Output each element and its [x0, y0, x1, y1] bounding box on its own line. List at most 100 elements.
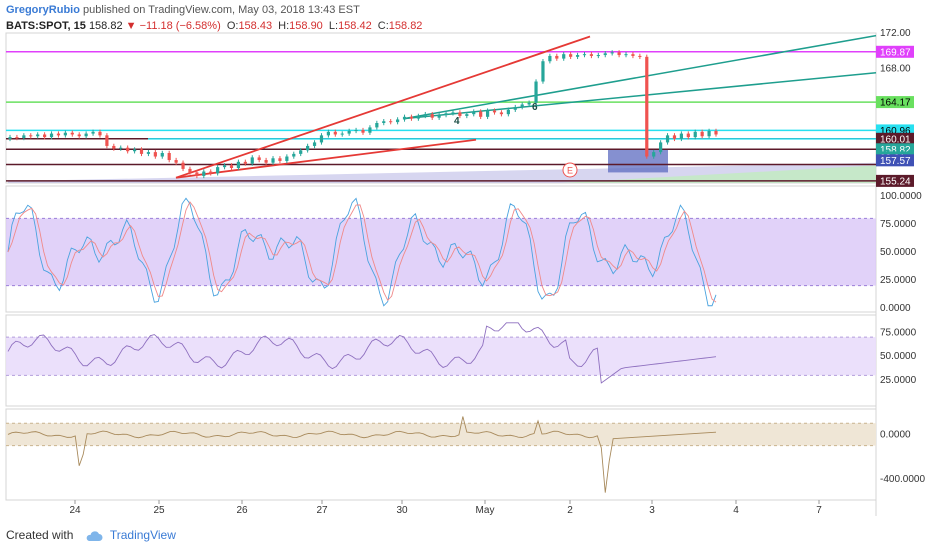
candle-body: [319, 135, 324, 143]
candle-body: [652, 152, 656, 157]
candle-body: [299, 150, 303, 154]
candle-body: [22, 135, 26, 138]
candle-body: [679, 133, 683, 139]
candle-body: [195, 172, 199, 176]
x-tick-label: 24: [69, 505, 81, 516]
x-tick-label: 3: [649, 505, 655, 516]
candle-body: [396, 119, 400, 123]
candle-body: [409, 116, 414, 119]
cci-tick-label: -400.0000: [880, 474, 925, 485]
down-arrow-icon: ▼: [125, 20, 137, 32]
publish-info: GregoryRubio published on TradingView.co…: [6, 4, 360, 16]
x-tick-label: 26: [236, 505, 248, 516]
candle-body: [499, 112, 504, 115]
candle-body: [340, 133, 344, 135]
candle-body: [645, 56, 649, 157]
candle-body: [672, 135, 677, 139]
stoch-tick-label: 100.0000: [880, 191, 922, 202]
x-tick-label: 27: [316, 505, 328, 516]
price-tag-label: 157.57: [880, 156, 911, 167]
cci-band: [6, 423, 876, 446]
candle-body: [278, 158, 282, 161]
candle-body: [250, 157, 254, 164]
candle-body: [174, 160, 178, 163]
candle-body: [700, 131, 704, 137]
candle-body: [541, 61, 545, 82]
low-value: 158.42: [338, 20, 372, 32]
candle-body: [444, 113, 448, 116]
high-value: 158.90: [289, 20, 323, 32]
chart-canvas[interactable]: 24 25 26 27 30 May 2 3 4 7 4 6 E 172.00 168.00 169.87 16…: [0, 0, 932, 528]
candle-body: [361, 130, 365, 133]
candle-body: [402, 116, 407, 120]
candle-body: [416, 115, 420, 119]
footer: Created with TradingView: [6, 528, 176, 542]
candle-body: [347, 130, 351, 134]
candle-body: [375, 123, 379, 128]
candle-body: [112, 145, 116, 149]
price-tag-label: 155.24: [880, 176, 911, 187]
price-tag-label: 158.82: [880, 145, 911, 156]
candle-body: [368, 127, 372, 133]
rsi-tick-label: 50.0000: [880, 351, 917, 362]
x-tick-label: 2: [567, 505, 573, 516]
candle-body: [707, 130, 711, 137]
candle-body: [306, 145, 310, 151]
candle-body: [229, 165, 234, 168]
published-text: published on TradingView.com, May 03, 20…: [83, 4, 360, 16]
stoch-tick-label: 75.0000: [880, 219, 917, 230]
x-tick-label: 25: [153, 505, 165, 516]
candle-body: [36, 134, 40, 137]
price-tag-label: 160.01: [880, 134, 911, 145]
candle-body: [638, 55, 642, 57]
candle-body: [333, 131, 337, 135]
panel-price-frame: [5, 32, 877, 184]
candle-body: [292, 153, 296, 157]
candle-body: [382, 121, 386, 123]
candle-body: [624, 54, 628, 56]
candle-body: [562, 54, 566, 59]
teal-trendline-lower: [403, 71, 877, 120]
close-value: 158.82: [388, 20, 423, 32]
candle-body: [15, 137, 19, 139]
candle-body: [458, 112, 462, 116]
candle-body: [160, 153, 164, 157]
price-tag: [876, 174, 914, 187]
candle-body: [423, 114, 427, 116]
cci-line: [7, 416, 717, 493]
candle-body: [479, 111, 483, 117]
candle-body: [132, 149, 137, 152]
teal-trendline-upper: [403, 34, 877, 120]
candle-body: [389, 121, 393, 123]
red-trendline-upper: [175, 35, 591, 179]
candle-body: [84, 133, 88, 137]
candle-body: [49, 133, 54, 138]
candle-body: [70, 132, 74, 135]
candle-body: [139, 149, 144, 154]
candle-body: [264, 160, 268, 163]
green-channel-zone: [560, 165, 876, 183]
candle-body: [693, 131, 697, 138]
tradingview-link[interactable]: TradingView: [109, 528, 176, 542]
candle-body: [686, 133, 690, 138]
candle-body: [167, 153, 171, 161]
candle-body: [126, 147, 130, 152]
x-tick-label: 4: [733, 505, 739, 516]
cci-tick-label: 0.0000: [880, 429, 911, 440]
candle-body: [91, 131, 95, 134]
rsi-tick-label: 75.0000: [880, 327, 917, 338]
open-label: O:: [226, 20, 239, 32]
candle-body: [582, 54, 587, 56]
candle-body: [437, 115, 441, 118]
created-with-text: Created with: [6, 528, 74, 542]
stoch-k-line: [7, 197, 717, 307]
candle-body: [222, 165, 227, 168]
earnings-icon: [562, 162, 578, 178]
wave-label-6: 6: [532, 102, 538, 113]
author-link[interactable]: GregoryRubio: [6, 4, 80, 16]
symbol-info: BATS:SPOT, 15 158.82 ▼ −11.18 (−6.58%) O…: [6, 20, 422, 32]
candle-body: [271, 158, 275, 163]
stoch-tick-label: 50.0000: [880, 247, 917, 258]
price-tag: [876, 154, 914, 167]
panel-cci-frame: [5, 408, 877, 501]
